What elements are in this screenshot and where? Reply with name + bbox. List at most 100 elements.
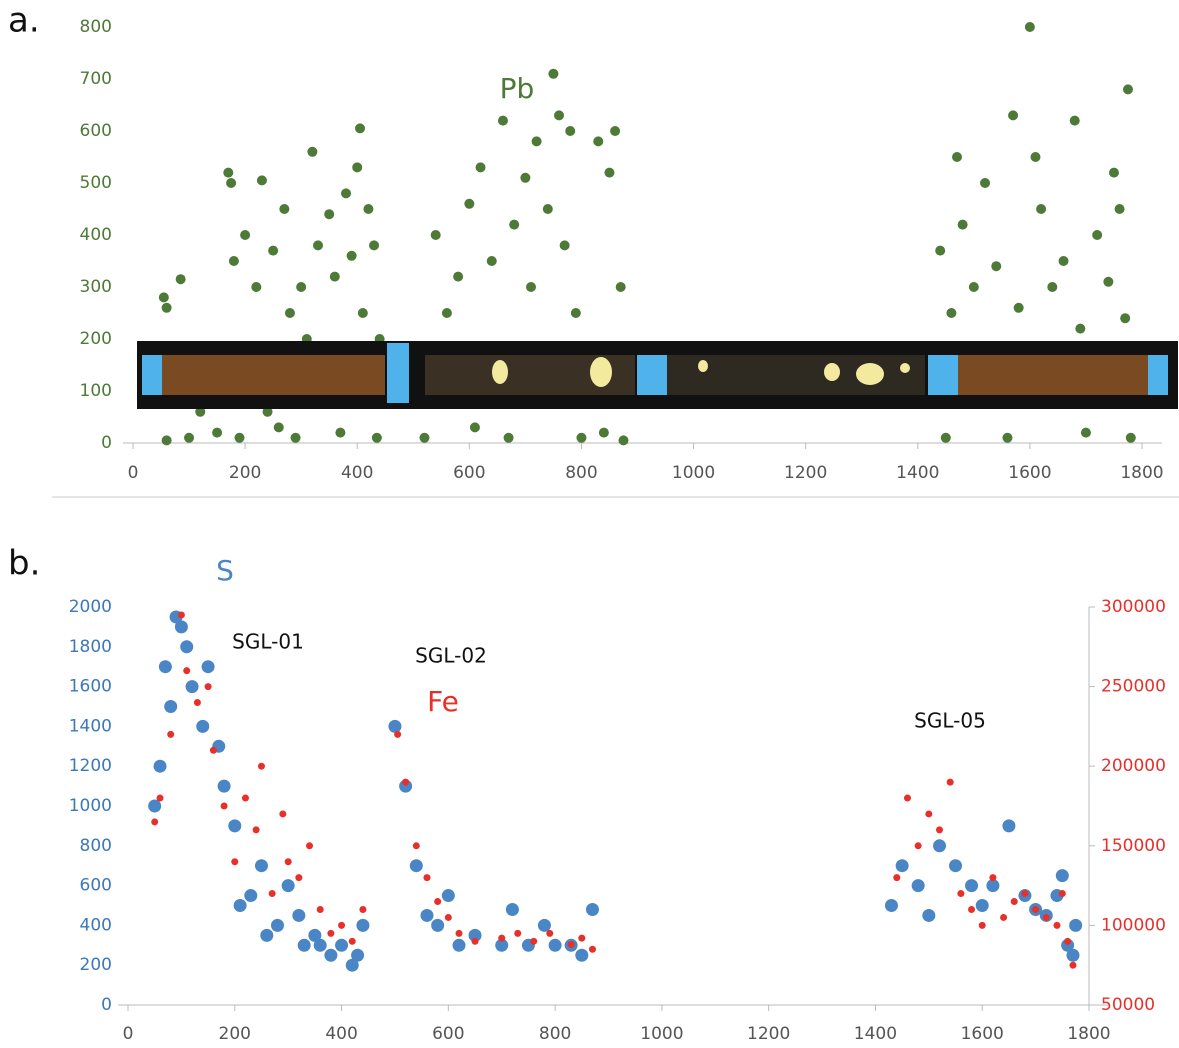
point [1108, 167, 1119, 178]
x-tick-label: 1600 [1008, 463, 1051, 483]
core-image [137, 341, 1178, 409]
point [161, 435, 172, 446]
point [991, 261, 1002, 272]
point [295, 874, 303, 882]
point [296, 282, 307, 292]
point [308, 928, 322, 942]
point [441, 889, 455, 903]
point [940, 432, 951, 443]
inclusion [824, 363, 840, 381]
point [957, 219, 968, 230]
y2-tick-label: 150000 [1101, 836, 1166, 856]
y-tick-label: 1200 [69, 756, 112, 776]
point [1075, 323, 1086, 334]
point [1092, 230, 1103, 240]
x-tick-label: 1800 [1067, 1024, 1110, 1044]
point [281, 879, 295, 893]
point [1114, 204, 1125, 214]
x-tick-label: 400 [325, 1024, 357, 1044]
point [975, 899, 989, 912]
point [1125, 432, 1136, 443]
point [257, 762, 265, 770]
tape [637, 355, 667, 395]
point [223, 167, 234, 178]
x-tick-label: 200 [219, 1024, 251, 1044]
y-tick-label: 700 [80, 69, 112, 89]
x-tick-label: 800 [539, 1024, 571, 1044]
point [297, 938, 311, 952]
inclusion [492, 360, 508, 384]
point [161, 302, 172, 313]
point [503, 432, 514, 443]
point [312, 240, 323, 251]
core-segment [160, 355, 385, 395]
point [455, 929, 463, 937]
series-label: S [216, 554, 234, 587]
y-tick-label: 1600 [69, 677, 112, 697]
point [598, 427, 609, 438]
point [593, 136, 604, 147]
y-tick-label: 0 [101, 995, 112, 1015]
inclusion [900, 363, 910, 373]
point [371, 432, 382, 443]
point [412, 842, 420, 850]
y-tick-label: 2000 [69, 597, 112, 617]
point [548, 938, 562, 952]
point [986, 879, 1000, 893]
point [1103, 276, 1114, 287]
point [158, 292, 169, 303]
point [903, 794, 911, 802]
point [228, 256, 239, 266]
inclusion [698, 360, 708, 372]
point [957, 890, 965, 898]
point [244, 889, 258, 903]
point [363, 204, 374, 214]
point [1069, 115, 1080, 126]
y2-tick-label: 100000 [1101, 915, 1166, 935]
point [952, 152, 963, 162]
point [1013, 302, 1024, 313]
tape [928, 355, 958, 395]
point [306, 842, 314, 850]
x-tick-label: 1400 [854, 1024, 897, 1044]
point [329, 271, 340, 282]
point [153, 759, 167, 773]
point [1008, 110, 1019, 121]
point [352, 162, 363, 173]
x-tick-label: 1200 [747, 1024, 790, 1044]
x-tick-label: 1400 [896, 463, 939, 483]
point [559, 240, 570, 251]
point [217, 779, 231, 793]
point [256, 175, 267, 186]
point [369, 240, 380, 251]
point [234, 432, 245, 443]
point [1069, 918, 1083, 932]
point [1002, 432, 1013, 443]
point [520, 172, 531, 183]
point [209, 746, 217, 754]
point [251, 282, 262, 292]
point [316, 905, 324, 913]
point [351, 948, 365, 962]
point [292, 908, 306, 922]
point [434, 898, 442, 906]
point [148, 799, 162, 813]
point [151, 818, 159, 826]
point [946, 778, 954, 786]
point [193, 699, 201, 707]
point [167, 730, 175, 738]
point [388, 719, 402, 733]
x-tick-label: 0 [128, 463, 139, 483]
point [184, 432, 195, 443]
point [554, 110, 565, 121]
point [469, 422, 480, 433]
inclusion [856, 363, 884, 385]
point [537, 918, 551, 932]
point [420, 908, 434, 922]
y2-tick-label: 200000 [1101, 756, 1166, 776]
point [1000, 913, 1008, 921]
point [177, 611, 185, 619]
point [1058, 890, 1066, 898]
point [453, 271, 464, 282]
